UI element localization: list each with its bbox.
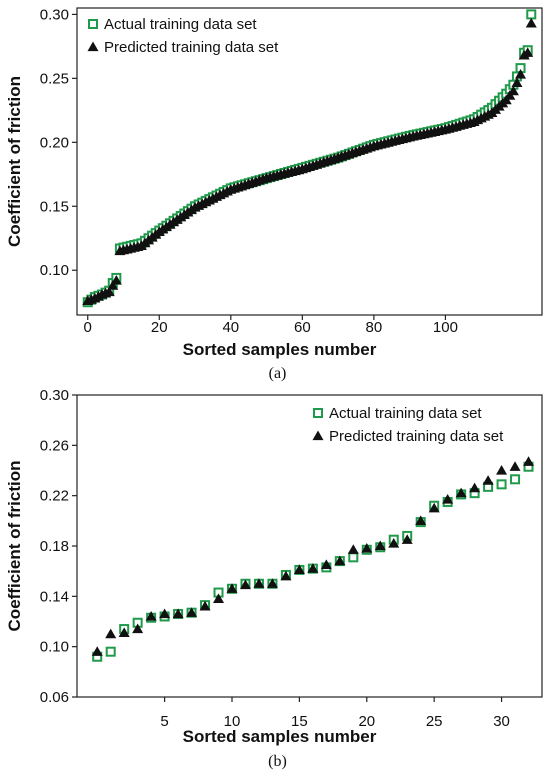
predicted-point-p1-26 bbox=[442, 493, 454, 504]
predicted-point-p1-27 bbox=[455, 487, 467, 498]
actual-point-p1-31 bbox=[510, 474, 521, 485]
predicted-point-p0-120 bbox=[511, 77, 523, 87]
y-axis-title-p0: Coefficient of friction bbox=[5, 76, 24, 247]
y-axis-title-p1: Coefficient of friction bbox=[5, 461, 24, 632]
predicted-point-p1-14 bbox=[280, 570, 292, 581]
predicted-point-p1-18 bbox=[334, 555, 346, 566]
actual-point-p1-30 bbox=[496, 479, 507, 490]
x-tick-label-p1-0: 5 bbox=[160, 713, 168, 730]
plot-frame-p0 bbox=[76, 7, 543, 316]
predicted-point-p0-119 bbox=[507, 85, 519, 96]
predicted-point-p0-6 bbox=[103, 286, 115, 297]
predicted-point-p1-5 bbox=[159, 608, 171, 619]
predicted-point-p1-6 bbox=[172, 608, 184, 619]
x-tick-label-p1-5: 30 bbox=[493, 713, 510, 730]
predicted-point-p1-9 bbox=[213, 593, 225, 603]
y-tick-label-p1-1: 0.10 bbox=[40, 639, 69, 656]
y-tick-label-p1-2: 0.14 bbox=[40, 588, 69, 605]
predicted-point-p1-2 bbox=[118, 627, 130, 637]
predicted-point-p1-25 bbox=[428, 502, 440, 513]
legend-label-actual-p0: Actual training data set bbox=[104, 16, 257, 33]
x-axis-title-p0: Sorted samples number bbox=[183, 340, 377, 359]
predicted-point-p1-21 bbox=[374, 540, 386, 551]
predicted-point-p1-17 bbox=[320, 559, 332, 569]
predicted-point-p1-12 bbox=[253, 578, 265, 588]
y-tick-label-p1-6: 0.30 bbox=[40, 387, 69, 404]
y-tick-label-p0-0: 0.10 bbox=[40, 262, 69, 279]
legend-label-predicted-p1: Predicted training data set bbox=[329, 428, 504, 445]
legend-label-predicted-p0: Predicted training data set bbox=[104, 39, 279, 56]
predicted-point-p1-28 bbox=[469, 482, 481, 493]
predicted-point-p1-16 bbox=[307, 563, 319, 573]
x-tick-label-p0-2: 40 bbox=[222, 319, 239, 336]
predicted-point-p1-20 bbox=[361, 543, 373, 553]
y-tick-label-p0-1: 0.15 bbox=[40, 198, 69, 215]
legend-marker-actual-p1 bbox=[313, 408, 323, 418]
legend-marker-predicted-p0 bbox=[87, 41, 99, 52]
x-tick-label-p1-2: 15 bbox=[291, 713, 308, 730]
panel-label-p1: (b) bbox=[268, 753, 287, 770]
x-tick-label-p1-1: 10 bbox=[224, 713, 241, 730]
y-tick-label-p0-2: 0.20 bbox=[40, 134, 69, 151]
predicted-point-p1-22 bbox=[388, 537, 400, 548]
x-tick-label-p0-1: 20 bbox=[151, 319, 168, 336]
predicted-point-p1-15 bbox=[293, 564, 305, 575]
y-tick-label-p0-3: 0.25 bbox=[40, 70, 69, 87]
legend-label-actual-p1: Actual training data set bbox=[329, 405, 482, 422]
predicted-point-p1-31 bbox=[509, 461, 521, 471]
actual-point-p0-124 bbox=[526, 9, 537, 20]
x-axis-title-p1: Sorted samples number bbox=[183, 727, 377, 746]
predicted-point-p1-1 bbox=[105, 628, 117, 639]
predicted-point-p1-30 bbox=[496, 465, 508, 475]
y-tick-label-p1-0: 0.06 bbox=[40, 689, 69, 706]
legend-marker-actual-p0 bbox=[88, 19, 98, 29]
predicted-point-p1-3 bbox=[132, 623, 144, 634]
x-tick-label-p1-3: 20 bbox=[358, 713, 375, 730]
predicted-point-p0-121 bbox=[515, 69, 527, 79]
panel-label-p0: (a) bbox=[269, 365, 287, 382]
predicted-point-p0-124 bbox=[525, 17, 537, 28]
y-tick-label-p1-3: 0.18 bbox=[40, 538, 69, 555]
predicted-point-p1-19 bbox=[347, 544, 359, 554]
predicted-point-p1-0 bbox=[91, 646, 103, 656]
predicted-point-p1-29 bbox=[482, 475, 494, 485]
actual-point-p1-19 bbox=[348, 552, 359, 563]
predicted-point-p1-10 bbox=[226, 583, 238, 593]
x-tick-label-p0-4: 80 bbox=[366, 319, 383, 336]
x-tick-label-p0-3: 60 bbox=[294, 319, 311, 336]
predicted-point-p1-7 bbox=[186, 607, 198, 617]
predicted-point-p1-24 bbox=[415, 515, 427, 525]
y-tick-label-p1-4: 0.22 bbox=[40, 488, 69, 505]
x-tick-label-p0-0: 0 bbox=[84, 319, 92, 336]
predicted-point-p0-8 bbox=[110, 274, 122, 285]
predicted-point-p1-23 bbox=[401, 534, 413, 544]
x-tick-label-p0-5: 100 bbox=[433, 319, 458, 336]
predicted-point-p1-4 bbox=[145, 610, 157, 621]
x-tick-label-p1-4: 25 bbox=[426, 713, 443, 730]
predicted-point-p1-13 bbox=[266, 578, 278, 588]
predicted-point-p1-32 bbox=[523, 456, 535, 466]
predicted-point-p0-123 bbox=[522, 47, 534, 57]
predicted-point-p1-11 bbox=[239, 579, 251, 590]
predicted-point-p0-7 bbox=[107, 280, 119, 290]
y-tick-label-p0-4: 0.30 bbox=[40, 6, 69, 23]
predicted-point-p1-8 bbox=[199, 600, 211, 611]
actual-point-p1-1 bbox=[105, 646, 116, 657]
y-tick-label-p1-5: 0.26 bbox=[40, 437, 69, 454]
legend-marker-predicted-p1 bbox=[312, 430, 324, 441]
